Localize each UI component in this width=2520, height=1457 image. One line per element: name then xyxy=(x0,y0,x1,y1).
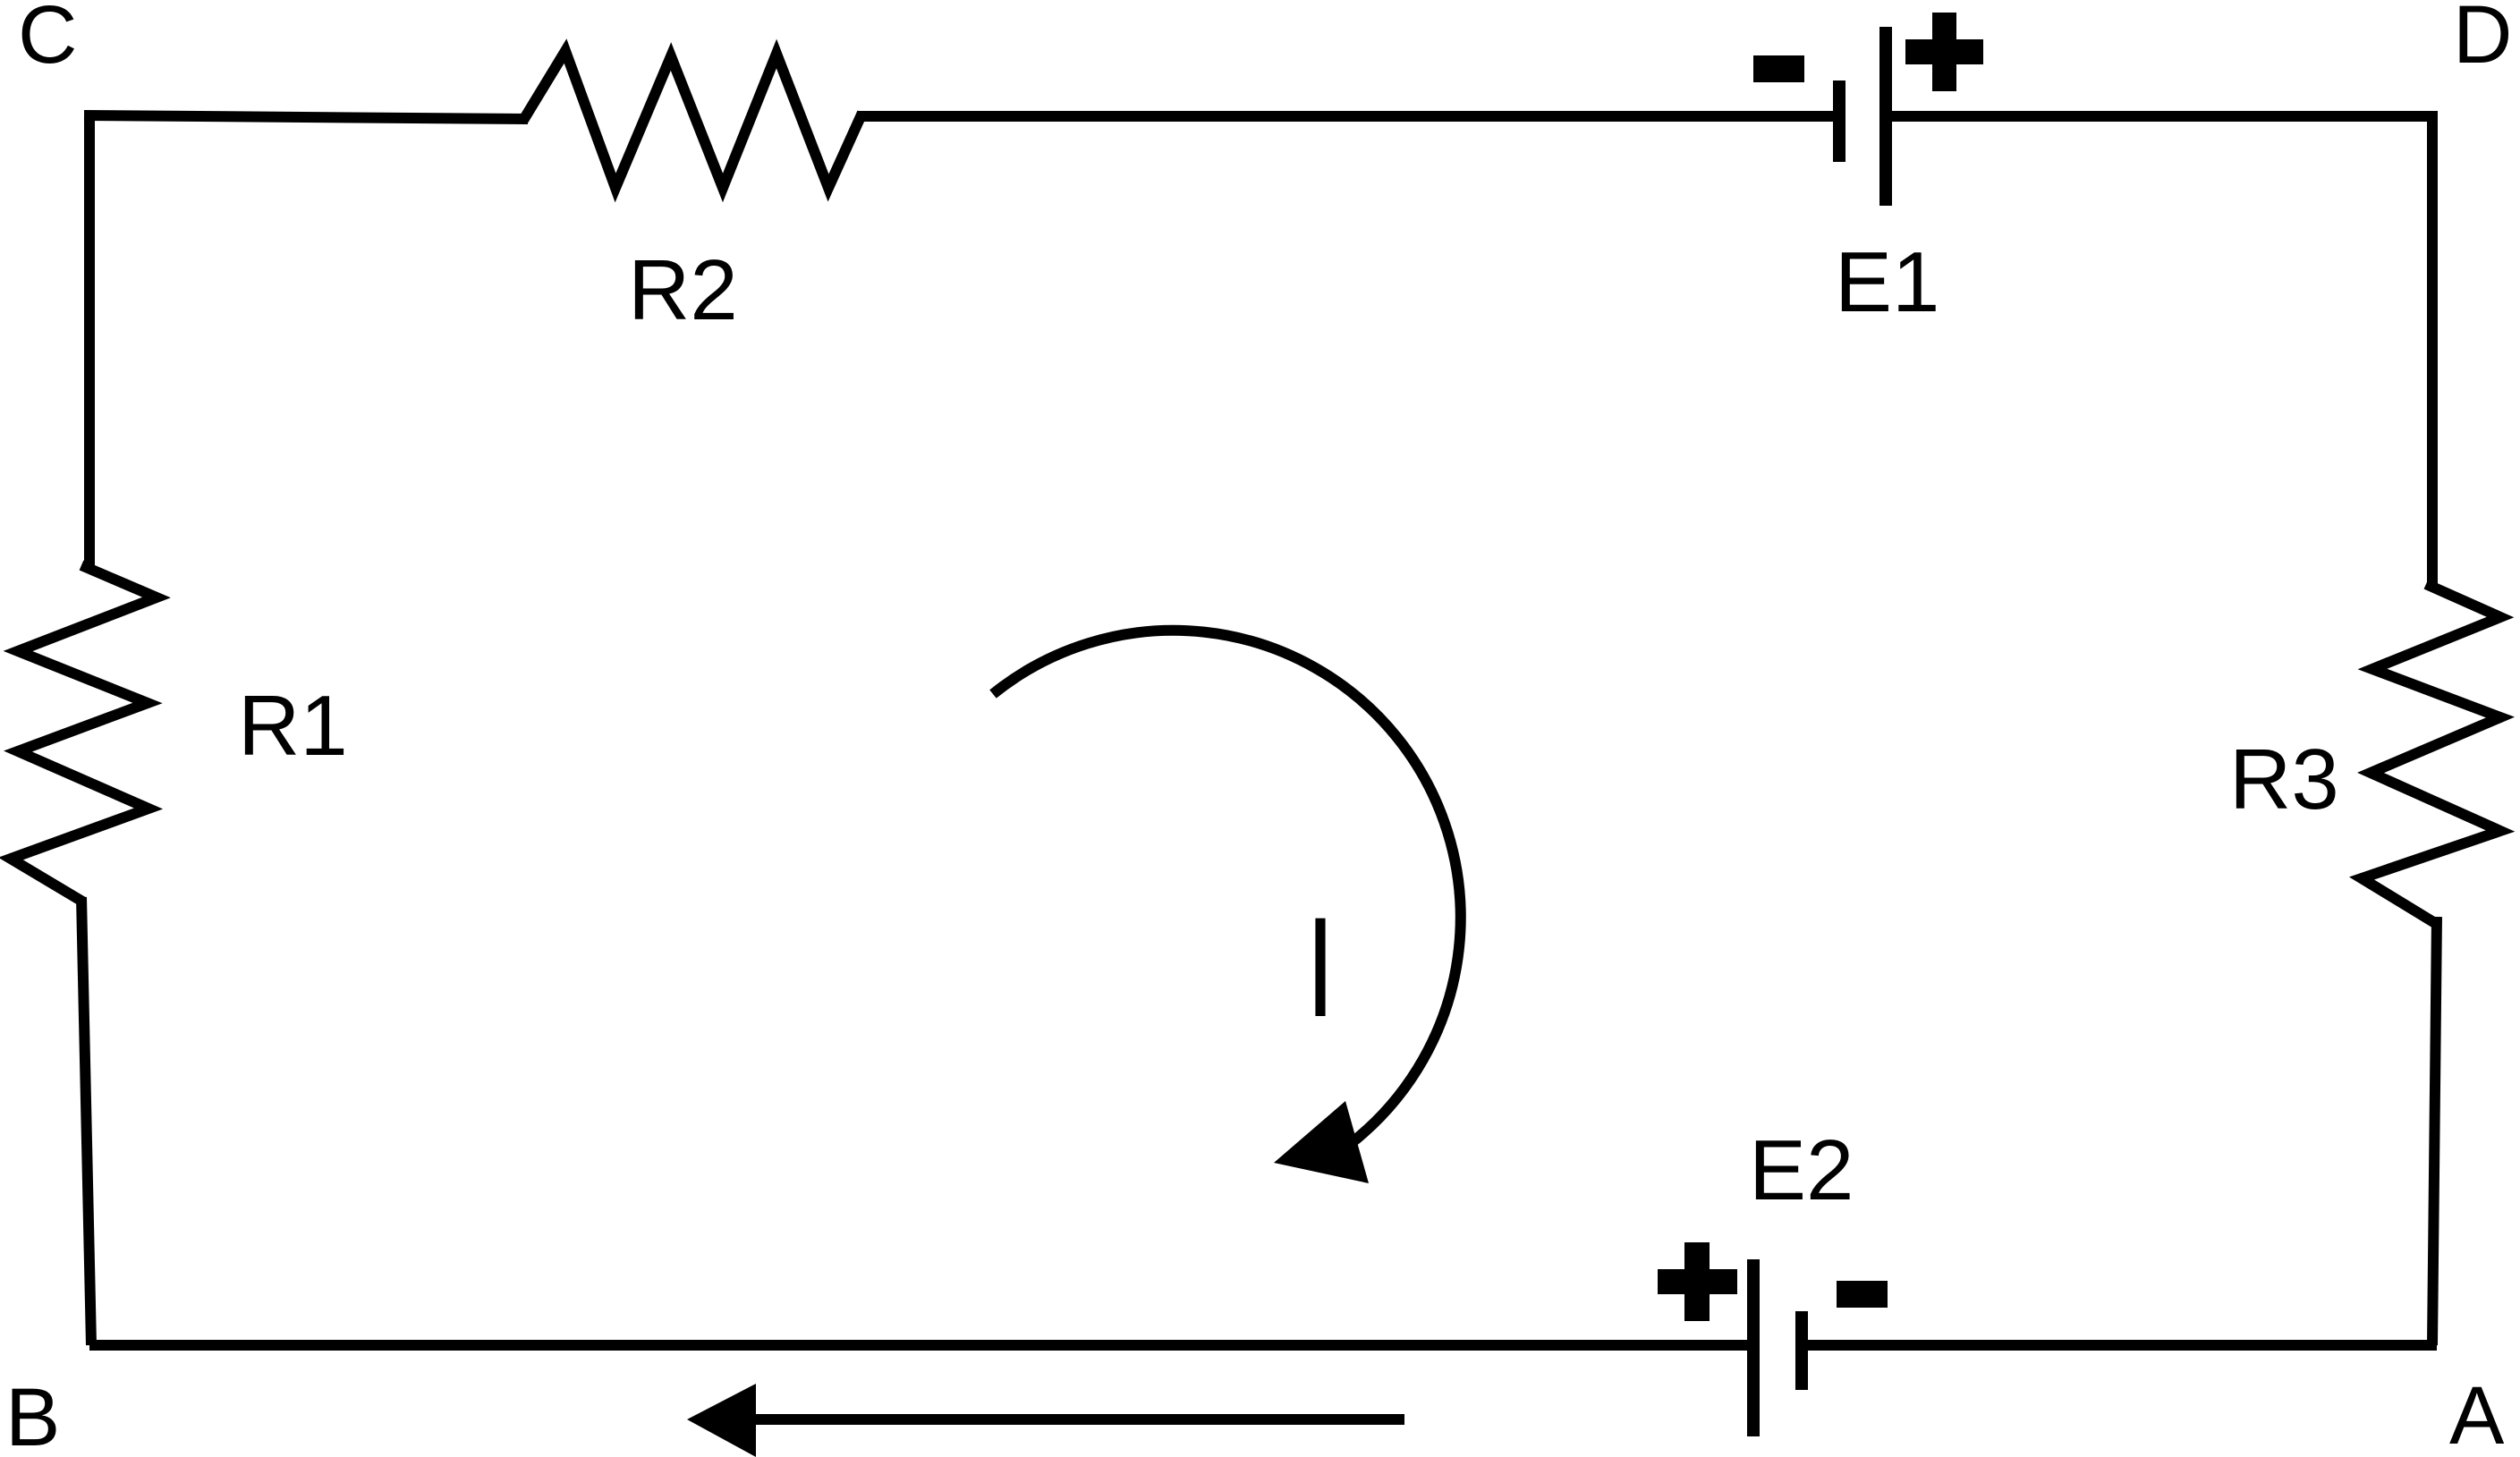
wire-r3-to-a xyxy=(2427,916,2442,1346)
node-label-b: B xyxy=(5,1372,60,1457)
battery-e1-plus-sign xyxy=(1905,13,1983,91)
resistor-r3 xyxy=(2348,579,2516,928)
resistor-r1 xyxy=(0,560,171,908)
component-label-r1: R1 xyxy=(238,678,348,774)
loop-current-arrow xyxy=(989,624,1466,1146)
resistor-r2 xyxy=(517,38,868,203)
battery-e2-minus-sign xyxy=(1837,1281,1888,1308)
component-label-r2: R2 xyxy=(628,242,738,338)
wire-r1-to-b xyxy=(76,896,97,1346)
current-direction-arrow-head xyxy=(687,1384,756,1457)
node-label-a: A xyxy=(2449,1370,2505,1457)
battery-e2-plus-sign xyxy=(1658,1242,1737,1321)
node-label-c: C xyxy=(18,0,77,80)
current-label-i: I xyxy=(1311,893,1330,1048)
component-label-e2: E2 xyxy=(1749,1122,1854,1218)
wire-e1-to-d xyxy=(1891,111,2438,584)
component-label-r3: R3 xyxy=(2229,732,2339,827)
component-label-e1: E1 xyxy=(1835,234,1939,330)
loop-current-arrow-head xyxy=(1274,1101,1369,1183)
wire-c-to-r2 xyxy=(83,110,529,124)
node-label-d: D xyxy=(2453,0,2512,80)
battery-e1-minus-sign xyxy=(1753,55,1804,82)
